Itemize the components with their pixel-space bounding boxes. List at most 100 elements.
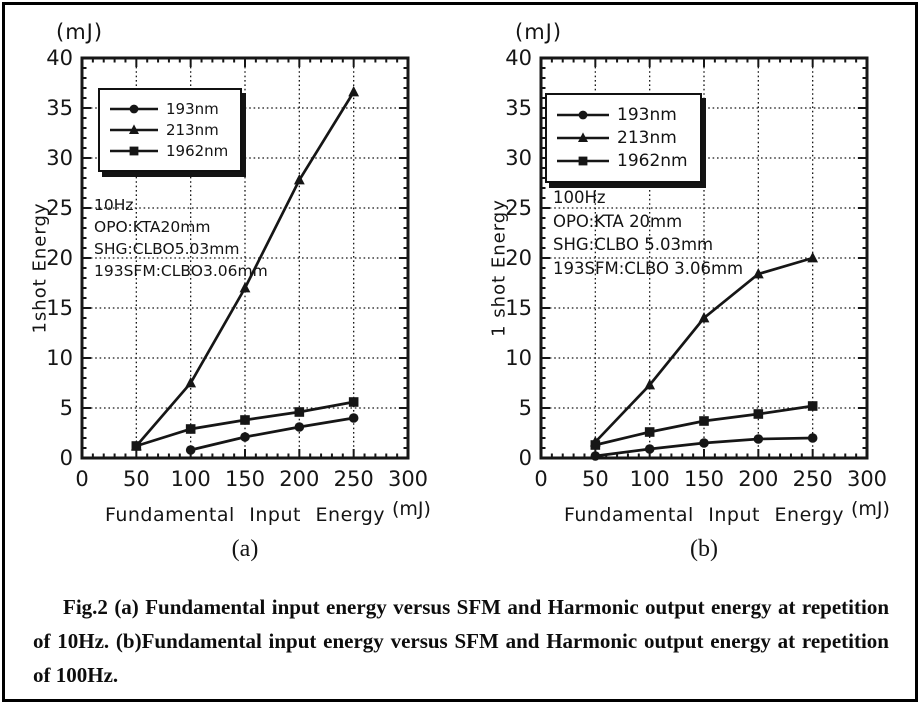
y-tick-label: 30: [46, 146, 73, 170]
x-tick-label: 150: [225, 467, 265, 491]
annotation-line: 193SFM:CLBO3.06mm: [94, 262, 268, 280]
annotation-block: 10Hz OPO:KTA20mm SHG:CLBO5.03mm 193SFM:C…: [94, 194, 268, 282]
y-axis-unit-label: (mJ): [515, 20, 563, 44]
legend-item: 193nm: [556, 105, 688, 125]
legend-label: 193nm: [166, 100, 219, 118]
y-tick-label: 5: [60, 396, 73, 420]
x-tick-label: 300: [847, 467, 887, 491]
x-tick-label: 0: [534, 467, 547, 491]
figure-caption: Fig.2 (a) Fundamental input energy versu…: [33, 595, 889, 688]
marker-circle: [294, 422, 305, 432]
y-axis-title: 1 shot Energy: [488, 199, 510, 337]
y-tick-label: 30: [505, 146, 532, 170]
y-tick-label: 15: [46, 296, 73, 320]
legend-label: 1962nm: [166, 142, 229, 160]
series-1962nm: [590, 401, 818, 450]
x-axis-title: Fundamental Input Energy: [563, 504, 845, 526]
marker-triangle: [578, 132, 588, 142]
annotation-line: OPO:KTA20mm: [94, 218, 211, 236]
x-tick-label: 200: [738, 467, 778, 491]
annotation-block: 100Hz OPO:KTA 20mm SHG:CLBO 5.03mm 193SF…: [553, 186, 743, 280]
x-tick-labels: 0 50 100 150 200 250 300: [534, 467, 887, 491]
marker-square: [578, 156, 588, 166]
x-tick-label: 50: [123, 467, 150, 491]
x-tick-label: 250: [793, 467, 833, 491]
annotation-line: 10Hz: [94, 196, 134, 214]
subfigure-tag-a: (a): [231, 536, 259, 562]
x-tick-label: 300: [388, 467, 428, 491]
legend: 193nm 213nm 1962nm: [98, 88, 243, 172]
y-tick-label: 5: [519, 396, 532, 420]
legend-label: 193nm: [617, 105, 677, 125]
legend-item: 213nm: [109, 121, 228, 139]
legend-item: 1962nm: [556, 151, 688, 171]
legend-marker-icon-triangle: [110, 124, 158, 134]
y-tick-label: 25: [505, 196, 532, 220]
marker-square: [590, 440, 601, 450]
marker-square: [699, 416, 709, 426]
series-213nm: [589, 252, 819, 447]
marker-circle: [644, 444, 655, 454]
marker-square: [131, 441, 142, 451]
y-tick-label: 40: [505, 46, 532, 70]
x-tick-label: 100: [630, 467, 670, 491]
legend-marker-icon-square: [110, 146, 158, 156]
y-tick-label: 10: [505, 346, 532, 370]
series-193nm: [590, 433, 818, 461]
plot-border: [539, 56, 869, 460]
legend: 193nm 213nm 1962nm: [545, 93, 702, 183]
legend-marker-icon-circle: [110, 104, 158, 114]
marker-square: [240, 415, 250, 425]
marker-circle: [590, 451, 601, 461]
y-tick-label: 35: [46, 96, 73, 120]
y-tick-labels: 0 5 10 15 20 25 30 35 40: [505, 46, 532, 470]
x-tick-label: 200: [279, 467, 319, 491]
chart-a-plot: 0 50 100 150 200 250 300 0 5 10 15 20 25 30 35 40: [46, 46, 428, 491]
x-tick-label: 100: [171, 467, 211, 491]
marker-triangle: [129, 124, 139, 134]
chart-panel-a: (mJ) 0 50 100 150 200 250 300 0 5 10 15 20 25 30 35 40 …: [10, 10, 460, 582]
legend-label: 213nm: [617, 128, 677, 148]
y-tick-label: 20: [46, 246, 73, 270]
marker-triangle: [698, 312, 710, 323]
y-axis-unit-label: (mJ): [56, 20, 104, 44]
y-tick-labels: 0 5 10 15 20 25 30 35 40: [46, 46, 73, 470]
y-tick-label: 10: [46, 346, 73, 370]
marker-square: [294, 407, 305, 417]
annotation-line: 193SFM:CLBO 3.06mm: [553, 258, 744, 278]
y-axis-title: 1shot Energy: [29, 202, 51, 334]
marker-square: [644, 427, 655, 437]
annotation-line: SHG:CLBO5.03mm: [94, 240, 240, 258]
x-axis-unit-label: (mJ): [851, 498, 890, 520]
marker-square: [753, 409, 764, 419]
marker-square: [807, 401, 818, 411]
legend-item: 193nm: [109, 100, 228, 118]
annotation-line: SHG:CLBO 5.03mm: [553, 235, 714, 254]
marker-triangle: [293, 174, 305, 185]
subfigure-tag-b: (b): [690, 536, 718, 562]
marker-circle: [753, 434, 764, 444]
marker-circle: [578, 110, 588, 120]
marker-triangle: [348, 86, 360, 97]
legend-label: 1962nm: [617, 151, 688, 171]
x-tick-label: 50: [582, 467, 609, 491]
legend-item: 1962nm: [109, 142, 228, 160]
y-tick-label: 25: [46, 196, 73, 220]
x-tick-label: 0: [75, 467, 88, 491]
marker-circle: [129, 104, 139, 114]
series-line: [190, 416, 354, 452]
marker-square: [185, 424, 196, 434]
annotation-line: 100Hz: [553, 188, 606, 207]
marker-triangle: [807, 252, 819, 263]
marker-triangle: [752, 268, 764, 279]
annotation-line: OPO:KTA 20mm: [553, 211, 683, 231]
y-tick-label: 20: [505, 246, 532, 270]
marker-circle: [348, 413, 359, 423]
legend-marker-icon-square: [557, 156, 609, 166]
y-tick-label: 15: [505, 296, 532, 320]
chart-b-plot: 0 50 100 150 200 250 300 0 5 10 15 20 25 30 35 40: [505, 46, 887, 491]
legend-label: 213nm: [166, 121, 219, 139]
x-axis-unit-label: (mJ): [392, 498, 431, 520]
marker-circle: [807, 433, 818, 443]
